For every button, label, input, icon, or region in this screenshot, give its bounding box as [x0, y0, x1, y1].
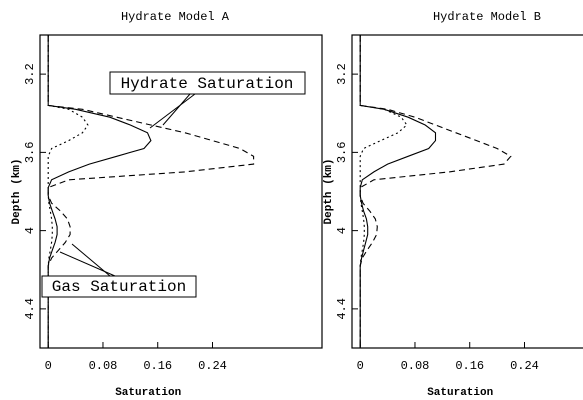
annotation-box	[109, 71, 306, 95]
x-axis-label: Saturation	[427, 387, 493, 399]
annotation: Gas Saturation	[52, 278, 186, 296]
y-tick-label: 4.4	[23, 298, 37, 320]
saturation-line	[47, 35, 152, 348]
y-axis-label: Depth (km)	[11, 158, 23, 224]
x-tick-label: 0.16	[143, 359, 172, 373]
saturation-line	[359, 35, 512, 348]
x-tick-label: 0.24	[510, 359, 539, 373]
y-tick-label: 3.2	[335, 63, 349, 85]
plot-frame	[39, 34, 323, 349]
leader-line	[59, 251, 116, 277]
x-tick-label: 0	[45, 359, 52, 373]
chart-title: Hydrate Model A	[121, 10, 230, 24]
plot-frame	[351, 34, 583, 349]
x-tick-label: 0.08	[401, 359, 430, 373]
y-tick-label: 4.4	[335, 298, 349, 320]
annotation: Hydrate Saturation	[121, 75, 294, 93]
leader-line	[149, 93, 196, 129]
annotation-box	[41, 275, 197, 298]
saturation-line	[47, 35, 89, 348]
y-tick-label: 4	[23, 227, 37, 234]
y-tick-label: 4	[335, 227, 349, 234]
saturation-line	[47, 35, 255, 348]
x-axis-label: Saturation	[115, 387, 181, 399]
saturation-line	[359, 35, 437, 348]
x-tick-label: 0.08	[89, 359, 118, 373]
y-tick-label: 3.6	[335, 142, 349, 164]
x-tick-label: 0.16	[455, 359, 484, 373]
y-tick-label: 3.6	[23, 142, 37, 164]
y-tick-label: 3.2	[23, 63, 37, 85]
leader-line	[162, 93, 191, 126]
x-tick-label: 0.24	[198, 359, 227, 373]
chart-title: Hydrate Model B	[433, 10, 541, 24]
x-tick-label: 0	[357, 359, 364, 373]
saturation-line	[359, 35, 408, 348]
y-axis-label: Depth (km)	[323, 158, 335, 224]
